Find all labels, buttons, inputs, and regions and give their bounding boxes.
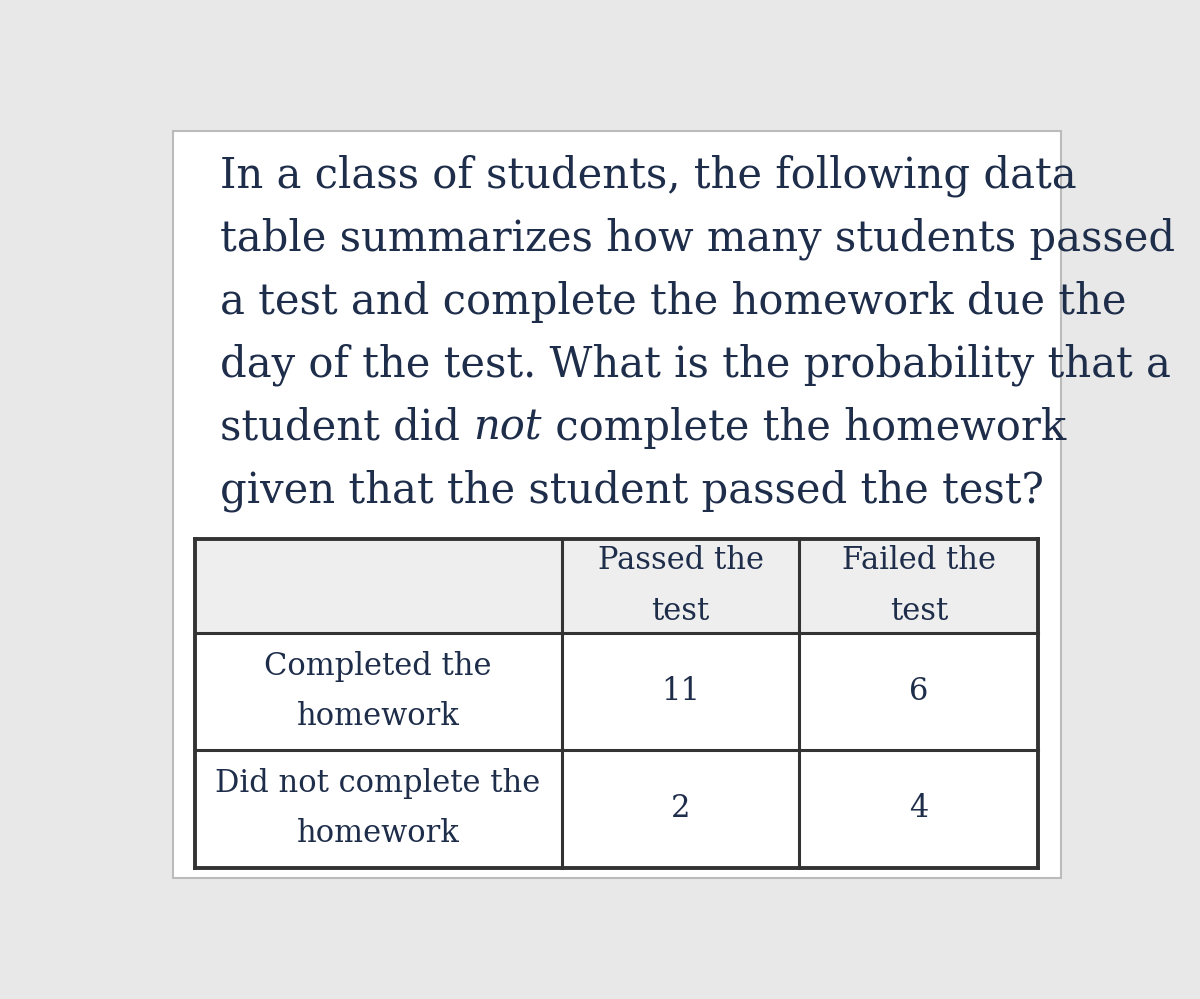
Bar: [194, 539, 562, 632]
Text: student did: student did: [220, 407, 473, 449]
Bar: [799, 750, 1038, 867]
Bar: [562, 750, 799, 867]
Text: given that the student passed the test?: given that the student passed the test?: [220, 470, 1044, 512]
Bar: [799, 632, 1038, 750]
Text: 2: 2: [671, 793, 690, 824]
Text: day of the test. What is the probability that a: day of the test. What is the probability…: [220, 344, 1171, 387]
Text: 11: 11: [661, 676, 700, 707]
Bar: [562, 632, 799, 750]
Bar: [194, 632, 562, 750]
Text: Passed the
test: Passed the test: [598, 545, 763, 626]
Text: In a class of students, the following data: In a class of students, the following da…: [220, 155, 1076, 197]
Text: not: not: [473, 407, 541, 449]
Text: complete the homework: complete the homework: [541, 407, 1066, 449]
Text: Did not complete the
homework: Did not complete the homework: [216, 768, 541, 849]
Text: Completed the
homework: Completed the homework: [264, 650, 492, 732]
Text: table summarizes how many students passed: table summarizes how many students passe…: [220, 218, 1175, 260]
Bar: [194, 750, 562, 867]
Text: Failed the
test: Failed the test: [841, 545, 996, 626]
Text: 4: 4: [910, 793, 929, 824]
FancyBboxPatch shape: [173, 132, 1062, 877]
Bar: [562, 539, 799, 632]
Bar: [799, 539, 1038, 632]
Text: a test and complete the homework due the: a test and complete the homework due the: [220, 281, 1127, 323]
Text: 6: 6: [910, 676, 929, 707]
